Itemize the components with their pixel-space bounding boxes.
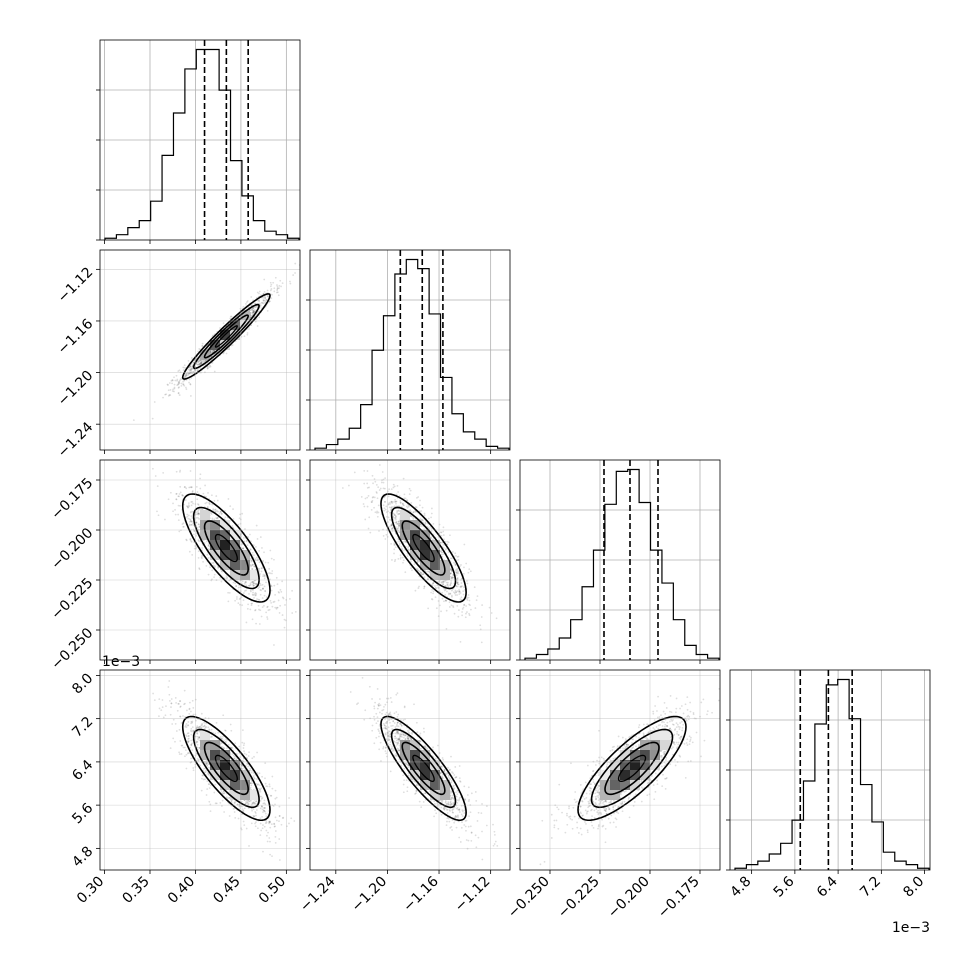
density-panel-2-0 bbox=[96, 460, 310, 660]
y-tick-label-2-0: −0.250 bbox=[48, 625, 96, 673]
y-tick-label-3-1: 5.6 bbox=[69, 800, 96, 827]
y-offset-label: 1e−3 bbox=[102, 654, 140, 670]
y-tick-label-2-2: −0.200 bbox=[48, 525, 96, 573]
y-tick-label-1-2: −1.16 bbox=[55, 316, 97, 358]
y-tick-label-1-1: −1.20 bbox=[55, 368, 97, 410]
x-tick-label-1-2: −1.16 bbox=[400, 873, 442, 915]
x-tick-label-1-3: −1.12 bbox=[452, 874, 494, 916]
x-tick-label-0-3: 0.45 bbox=[210, 874, 243, 907]
y-tick-label-2-1: −0.225 bbox=[48, 575, 96, 623]
density-panel-3-2 bbox=[516, 667, 724, 870]
x-axis-labels-1: −1.24−1.20−1.16−1.12 bbox=[297, 873, 493, 915]
y-axis-labels-3: 4.8 5.6 6.4 7.2 8.0 bbox=[69, 670, 96, 870]
density-panel-2-1 bbox=[306, 450, 510, 660]
y-tick-label-2-3: −0.175 bbox=[48, 475, 96, 523]
x-offset-label: 1e−3 bbox=[892, 920, 930, 936]
density-panel-1-0 bbox=[96, 250, 301, 450]
x-axis-labels-2: −0.250−0.225−0.200−0.175 bbox=[505, 874, 703, 922]
x-tick-label-3-4: 8.0 bbox=[900, 874, 927, 901]
y-tick-label-3-2: 6.4 bbox=[69, 757, 96, 784]
histogram-panel-1 bbox=[306, 250, 510, 450]
x-tick-label-0-1: 0.35 bbox=[119, 874, 152, 907]
y-tick-label-3-4: 8.0 bbox=[69, 670, 96, 697]
x-tick-label-3-2: 6.4 bbox=[814, 873, 841, 900]
x-tick-label-0-2: 0.40 bbox=[165, 874, 198, 907]
x-axis-labels-0: 0.30 0.35 0.40 0.45 0.50 bbox=[74, 874, 289, 907]
histogram-panel-2 bbox=[516, 460, 720, 660]
histogram-panel-0 bbox=[96, 40, 300, 240]
x-axis-labels-3: 4.8 5.6 6.4 7.2 8.0 bbox=[727, 873, 927, 900]
x-tick-label-2-2: −0.200 bbox=[605, 874, 653, 922]
density-panel-3-1 bbox=[306, 670, 510, 873]
x-tick-label-2-0: −0.250 bbox=[505, 874, 553, 922]
x-tick-label-3-0: 4.8 bbox=[727, 874, 754, 901]
x-tick-label-0-0: 0.30 bbox=[74, 874, 107, 907]
y-tick-label-3-0: 4.8 bbox=[69, 843, 96, 870]
y-tick-label-3-3: 7.2 bbox=[69, 714, 96, 741]
x-tick-label-1-0: −1.24 bbox=[297, 873, 339, 915]
histogram-panel-3 bbox=[726, 670, 930, 870]
x-tick-label-2-3: −0.175 bbox=[655, 874, 703, 922]
y-axis-labels-2: −0.250−0.225−0.200−0.175 bbox=[48, 475, 96, 673]
x-tick-label-3-3: 7.2 bbox=[857, 874, 884, 901]
x-tick-label-3-1: 5.6 bbox=[771, 873, 798, 900]
x-tick-label-1-1: −1.20 bbox=[349, 874, 391, 916]
x-tick-label-2-1: −0.225 bbox=[555, 874, 603, 922]
density-panel-3-0 bbox=[96, 662, 300, 870]
y-tick-label-1-0: −1.24 bbox=[55, 419, 97, 461]
y-tick-label-1-3: −1.12 bbox=[55, 264, 97, 306]
y-axis-labels-1: −1.24 −1.20 −1.16 −1.12 bbox=[55, 264, 97, 460]
x-tick-label-0-4: 0.50 bbox=[256, 874, 289, 907]
